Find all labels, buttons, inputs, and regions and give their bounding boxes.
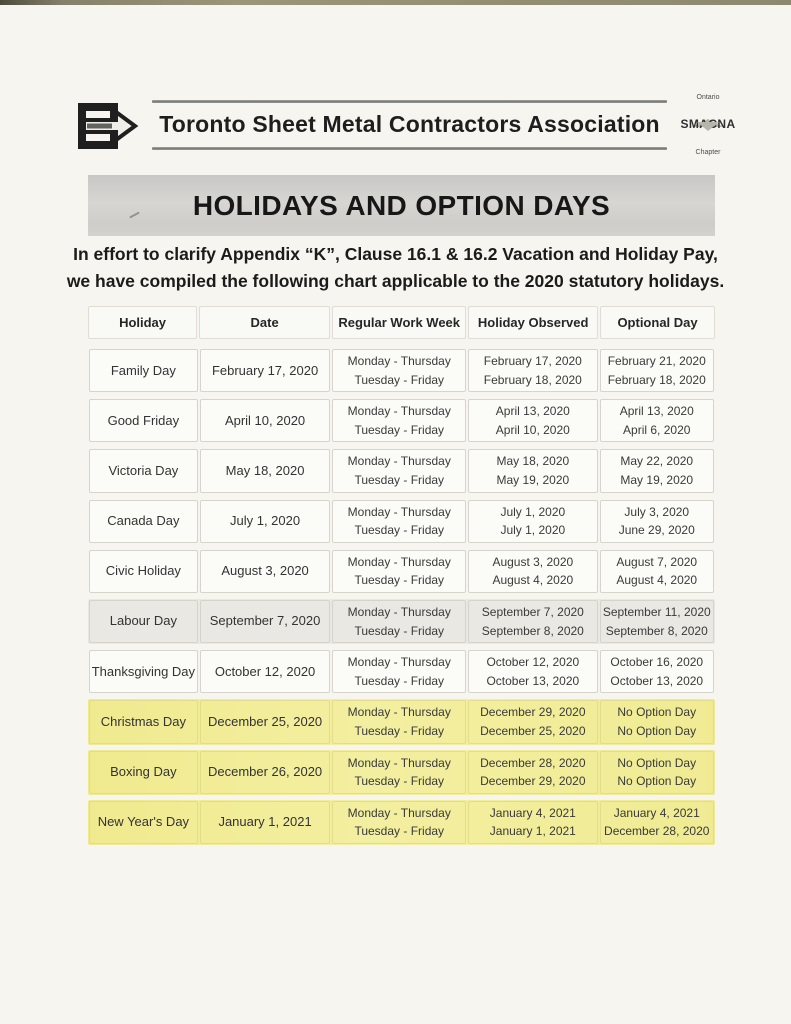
table-row: Family Day February 17, 2020 Monday - Thur…: [88, 348, 715, 393]
cell-observed: September 7, 2020 September 8, 2020: [468, 599, 598, 644]
cell-holiday: Thanksgiving Day: [89, 650, 198, 694]
smacna-logo: Ontario SMACNA Chapter: [677, 94, 739, 157]
cell-optional: No Option Day No Option Day: [599, 700, 714, 744]
organization-title: Toronto Sheet Metal Contractors Associat…: [159, 111, 660, 138]
cell-observed: February 17, 2020 February 18, 2020: [468, 349, 598, 393]
cell-work-week: Monday - Thursday Tuesday - Friday: [332, 650, 467, 694]
intro-line-1: In effort to clarify Appendix “K”, Claus…: [73, 244, 718, 264]
cell-date: January 1, 2021: [199, 800, 331, 844]
holiday-table: Holiday Date Regular Work Week Holiday O…: [88, 306, 715, 850]
cell-observed: May 18, 2020 May 19, 2020: [468, 449, 598, 493]
cell-date: April 10, 2020: [199, 399, 331, 443]
tsmca-arrow-logo-icon: [76, 99, 144, 151]
divider-top: [152, 100, 667, 104]
table-row: Boxing Day December 26, 2020 Monday - Thur…: [88, 749, 715, 795]
table-row: Victoria Day May 18, 2020 Monday - Thursda…: [88, 448, 715, 493]
column-header-holiday-observed: Holiday Observed: [468, 306, 599, 339]
cell-work-week: Monday - Thursday Tuesday - Friday: [332, 499, 467, 543]
column-header-regular-work-week: Regular Work Week: [332, 306, 467, 339]
cell-work-week: Monday - Thursday Tuesday - Friday: [332, 399, 467, 443]
cell-optional: February 21, 2020 February 18, 2020: [599, 349, 714, 393]
table-header-row: Holiday Date Regular Work Week Holiday O…: [88, 306, 715, 339]
cell-observed: April 13, 2020 April 10, 2020: [468, 399, 598, 443]
cell-observed: October 12, 2020 October 13, 2020: [468, 650, 598, 694]
table-row: New Year's Day January 1, 2021 Monday - Th…: [88, 799, 715, 845]
cell-optional: April 13, 2020 April 6, 2020: [599, 399, 714, 443]
cell-optional: May 22, 2020 May 19, 2020: [599, 449, 714, 493]
divider-bottom: [152, 147, 667, 151]
column-header-date: Date: [199, 306, 331, 339]
smacna-name-label: SMACNA: [680, 117, 736, 132]
cell-work-week: Monday - Thursday Tuesday - Friday: [332, 800, 467, 844]
cell-date: December 25, 2020: [199, 700, 331, 744]
cell-optional: September 11, 2020 September 8, 2020: [599, 599, 714, 644]
cell-holiday: Good Friday: [89, 399, 198, 443]
cell-holiday: Civic Holiday: [89, 549, 198, 593]
cell-holiday: Canada Day: [89, 499, 198, 543]
cell-date: December 26, 2020: [199, 750, 331, 794]
column-header-holiday: Holiday: [88, 306, 198, 339]
scan-edge-strip: [0, 0, 791, 5]
cell-holiday: Christmas Day: [89, 700, 198, 744]
cell-work-week: Monday - Thursday Tuesday - Friday: [332, 449, 467, 493]
cell-date: September 7, 2020: [199, 599, 331, 644]
cell-observed: December 28, 2020 December 29, 2020: [468, 750, 598, 794]
cell-observed: December 29, 2020 December 25, 2020: [468, 700, 598, 744]
cell-observed: July 1, 2020 July 1, 2020: [468, 499, 598, 543]
cell-date: July 1, 2020: [199, 499, 331, 543]
cell-observed: January 4, 2021 January 1, 2021: [468, 800, 598, 844]
cell-optional: July 3, 2020 June 29, 2020: [599, 499, 714, 543]
cell-holiday: Boxing Day: [89, 750, 198, 794]
smacna-diamond-bottom-icon: [697, 122, 719, 149]
table-row: Canada Day July 1, 2020 Monday - Thursday T…: [88, 499, 715, 544]
smacna-region-label: Ontario: [696, 94, 720, 101]
cell-work-week: Monday - Thursday Tuesday - Friday: [332, 549, 467, 593]
cell-date: February 17, 2020: [199, 349, 331, 393]
cell-work-week: Monday - Thursday Tuesday - Friday: [332, 750, 467, 794]
cell-date: October 12, 2020: [199, 650, 331, 694]
cell-date: May 18, 2020: [199, 449, 331, 493]
letterhead-title-block: Toronto Sheet Metal Contractors Associat…: [152, 100, 667, 151]
table-row: Civic Holiday August 3, 2020 Monday - Thur…: [88, 549, 715, 594]
cell-date: August 3, 2020: [199, 549, 331, 593]
cell-optional: No Option Day No Option Day: [599, 750, 714, 794]
cell-optional: August 7, 2020 August 4, 2020: [599, 549, 714, 593]
table-row: Christmas Day December 25, 2020 Monday - T…: [88, 699, 715, 745]
cell-holiday: New Year's Day: [89, 800, 198, 844]
table-row: Labour Day September 7, 2020 Monday - Thur…: [88, 598, 715, 645]
table-row: Good Friday April 10, 2020 Monday - Thursd…: [88, 398, 715, 443]
cell-work-week: Monday - Thursday Tuesday - Friday: [332, 700, 467, 744]
table-body: Family Day February 17, 2020 Monday - Thur…: [88, 348, 715, 845]
letterhead: Toronto Sheet Metal Contractors Associat…: [76, 94, 739, 157]
cell-holiday: Victoria Day: [89, 449, 198, 493]
intro-paragraph: In effort to clarify Appendix “K”, Claus…: [55, 241, 736, 294]
page-title-banner: HOLIDAYS AND OPTION DAYS: [88, 175, 715, 236]
cell-holiday: Family Day: [89, 349, 198, 393]
column-header-optional-day: Optional Day: [600, 306, 715, 339]
intro-line-2: we have compiled the following chart app…: [66, 270, 725, 291]
cell-work-week: Monday - Thursday Tuesday - Friday: [332, 349, 467, 393]
cell-work-week: Monday - Thursday Tuesday - Friday: [332, 599, 467, 644]
table-row: Thanksgiving Day October 12, 2020 Monday -…: [88, 649, 715, 694]
cell-optional: October 16, 2020 October 13, 2020: [599, 650, 714, 694]
cell-observed: August 3, 2020 August 4, 2020: [468, 549, 598, 593]
smacna-chapter-label: Chapter: [695, 149, 721, 157]
cell-holiday: Labour Day: [89, 599, 198, 644]
page-title: HOLIDAYS AND OPTION DAYS: [192, 189, 611, 221]
cell-optional: January 4, 2021 December 28, 2020: [599, 800, 714, 844]
